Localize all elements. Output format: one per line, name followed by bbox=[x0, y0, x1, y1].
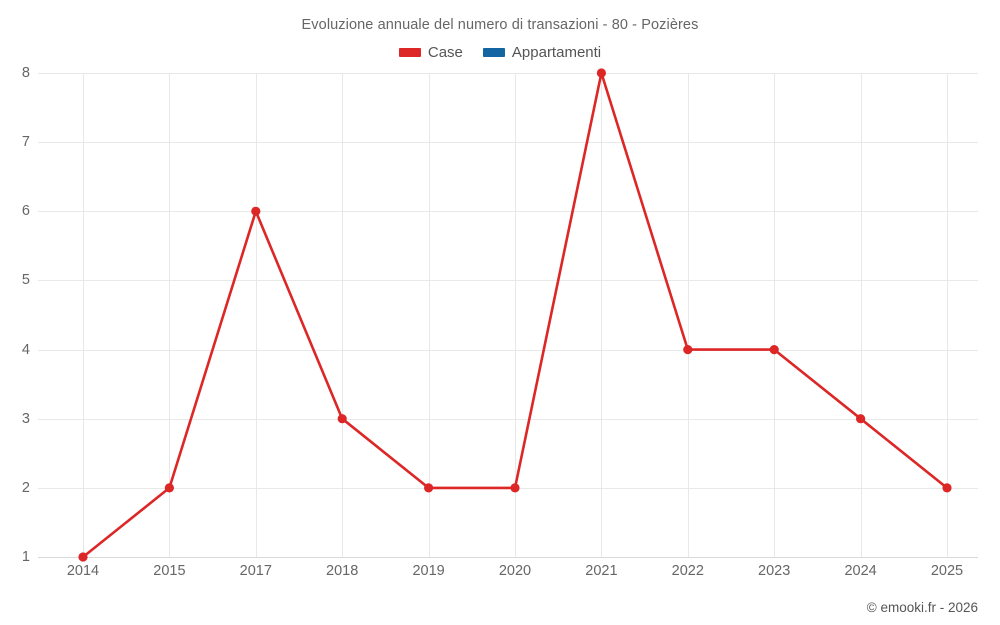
y-axis-tick-label: 8 bbox=[21, 65, 30, 81]
gridline-horizontal bbox=[38, 211, 978, 212]
gridline-vertical bbox=[688, 73, 689, 557]
chart-title: Evoluzione annuale del numero di transaz… bbox=[301, 17, 699, 33]
gridline-vertical bbox=[83, 73, 84, 557]
x-axis-tick-label: 2017 bbox=[239, 563, 272, 579]
series-data-point[interactable] bbox=[942, 483, 952, 493]
gridline-vertical bbox=[947, 73, 948, 557]
gridline-vertical bbox=[601, 73, 602, 557]
gridline-horizontal bbox=[38, 280, 978, 281]
chart-legend: Case Appartamenti bbox=[0, 44, 1000, 61]
legend-swatch-icon bbox=[398, 48, 421, 57]
gridline-vertical bbox=[256, 73, 257, 557]
gridline-vertical bbox=[169, 73, 170, 557]
series-data-point[interactable] bbox=[337, 414, 347, 424]
y-axis-tick-label: 5 bbox=[21, 272, 30, 289]
x-axis-tick-label: 2025 bbox=[930, 563, 964, 579]
x-axis-tick-label: 2020 bbox=[498, 563, 532, 579]
legend-label-case: Case bbox=[427, 44, 463, 61]
series-data-point[interactable] bbox=[769, 345, 779, 355]
gridline-vertical bbox=[861, 73, 862, 557]
legend-swatch-icon bbox=[482, 48, 505, 57]
gridline-horizontal bbox=[38, 142, 978, 143]
plot-area bbox=[38, 68, 978, 562]
series-layer bbox=[78, 68, 952, 562]
y-axis-tick-label: 3 bbox=[21, 410, 30, 427]
y-axis-tick-label: 1 bbox=[21, 549, 30, 565]
y-axis-tick-label: 2 bbox=[21, 479, 30, 496]
series-data-point[interactable] bbox=[78, 552, 88, 562]
x-axis-tick-label: 2019 bbox=[412, 563, 445, 579]
y-axis-tick-label: 6 bbox=[21, 203, 30, 220]
x-axis-tick-label: 2022 bbox=[671, 563, 704, 579]
legend-item-appartamenti[interactable]: Appartamenti bbox=[482, 44, 602, 61]
series-data-point[interactable] bbox=[596, 68, 607, 78]
x-axis-tick-label: 2023 bbox=[758, 563, 791, 579]
series-data-point[interactable] bbox=[424, 483, 434, 493]
gridline-vertical bbox=[515, 73, 516, 557]
y-axis-tick-labels: 1 2 3 4 5 6 7 8 bbox=[0, 65, 30, 565]
series-data-point[interactable] bbox=[164, 483, 174, 493]
gridline-horizontal bbox=[38, 350, 978, 351]
x-axis-tick-label: 2018 bbox=[326, 563, 359, 579]
series-data-point[interactable] bbox=[683, 345, 693, 355]
series-data-point[interactable] bbox=[856, 414, 866, 424]
series-data-point[interactable] bbox=[251, 206, 261, 216]
series-data-point[interactable] bbox=[510, 483, 520, 493]
gridline-vertical bbox=[429, 73, 430, 557]
x-axis-line bbox=[38, 557, 978, 558]
legend-item-case[interactable]: Case bbox=[398, 44, 463, 61]
x-axis-tick-labels: 2014 2015 2017 2018 2019 2020 2021 2022 2023 2024… bbox=[38, 563, 978, 587]
y-axis-tick-label: 7 bbox=[21, 134, 30, 151]
x-axis-tick-label: 2024 bbox=[844, 563, 877, 579]
x-axis-tick-label: 2015 bbox=[153, 563, 186, 579]
gridline-horizontal bbox=[38, 419, 978, 420]
y-axis-tick-label: 4 bbox=[21, 341, 30, 358]
x-axis-tick-label: 2014 bbox=[66, 563, 100, 579]
gridline-vertical bbox=[342, 73, 343, 557]
copyright-notice: © emooki.fr - 2026 bbox=[866, 600, 978, 615]
x-axis-tick-label: 2021 bbox=[585, 563, 618, 579]
gridline-vertical bbox=[774, 73, 775, 557]
gridline-horizontal bbox=[38, 73, 978, 74]
legend-label-appartamenti: Appartamenti bbox=[511, 44, 602, 61]
